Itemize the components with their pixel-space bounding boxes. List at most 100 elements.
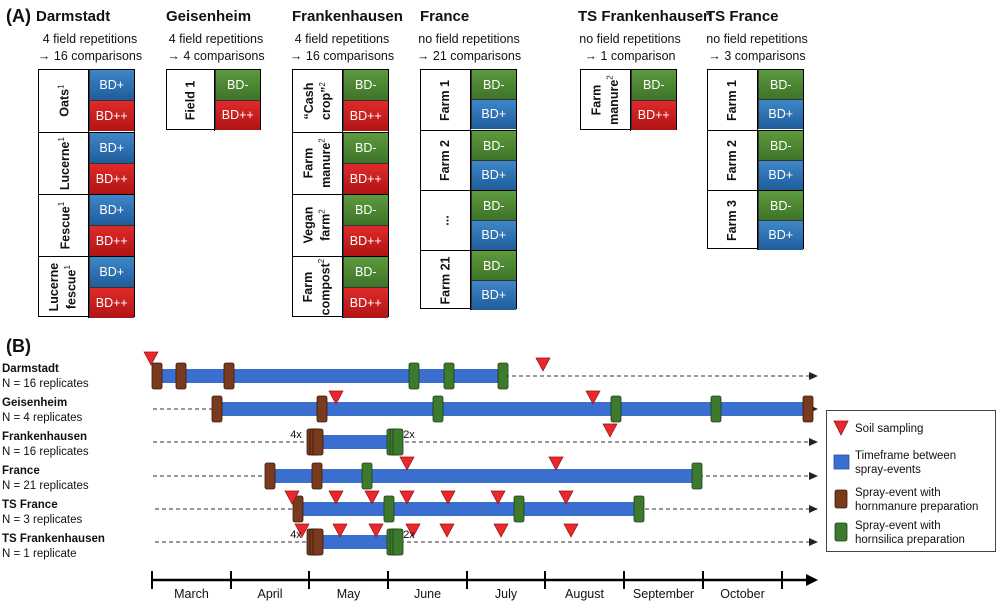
soil-sampling-marker (535, 357, 551, 372)
treatment-cell: BD+ (470, 99, 516, 129)
site-comparisons-darmstadt: → 16 comparisons (37, 49, 143, 63)
panel-a-label: (A) (6, 6, 31, 26)
site-title-ts-france: TS France (706, 8, 779, 25)
spray-multiplier-label: 4x (290, 529, 302, 541)
hornsilica-spray-event (408, 362, 420, 390)
site-repetitions-frankenhausen: 4 field repetitions (294, 32, 390, 46)
hornmanure-spray-event (264, 462, 276, 490)
hornmanure-spray-event (175, 362, 187, 390)
site-name: Darmstadt (2, 363, 59, 375)
month-tick-label: June (414, 587, 441, 601)
design-row: Farm 21 BD- BD+ (421, 250, 516, 310)
treatment-cell: BD- (757, 131, 803, 161)
hornsilica-spray-event (432, 395, 444, 423)
soil-sampling-marker (490, 490, 506, 505)
replicate-count: N = 3 replicates (2, 514, 83, 526)
soil-sampling-marker (493, 523, 509, 538)
month-tick-label: August (565, 587, 604, 601)
design-row: Lucerne fescue1 BD+ BD++ (39, 256, 134, 318)
site-name: TS France (2, 499, 58, 511)
design-row: Vegan farm2 BD- BD++ (293, 194, 388, 256)
month-tick-label: October (720, 587, 764, 601)
hornmanure-spray-event (292, 495, 304, 523)
site-comparisons-geisenheim: → 4 comparisons (167, 49, 265, 63)
treatment-cell: BD- (470, 191, 516, 221)
arrow-head-icon (809, 472, 818, 480)
soil-sampling-marker (328, 390, 344, 405)
soil-sampling-marker (368, 523, 384, 538)
hornsilica-spray-event (392, 528, 404, 556)
site-repetitions-ts-frankenhausen: no field repetitions (579, 32, 681, 46)
treatment-cell: BD++ (214, 99, 260, 130)
panel-a-experimental-designs: (A) Darmstadt 4 field repetitions → 16 com… (6, 6, 808, 318)
hornsilica-spray-event (691, 462, 703, 490)
hornsilica-legend-icon (834, 522, 848, 542)
treatment-cell: BD- (470, 70, 516, 100)
design-grid-france: Farm 1 BD- BD+ Farm 2 BD- BD+... BD- BD+ Farm 21… (420, 69, 517, 310)
hornmanure-spray-event (316, 395, 328, 423)
spray-multiplier-label: 4x (290, 429, 302, 441)
site-title-geisenheim: Geisenheim (166, 8, 252, 25)
soil-sampling-marker (294, 523, 310, 538)
treatment-cell: BD- (342, 257, 388, 288)
hornmanure-spray-event (223, 362, 235, 390)
treatment-cell: BD+ (470, 160, 516, 190)
hornmanure-spray-event (312, 528, 324, 556)
timeline-row-label-ts-frankenhausen: TS Frankenhausen N = 1 replicate (2, 532, 105, 562)
legend-timeframe-1: Timeframe between (855, 450, 957, 462)
hornsilica-spray-event (361, 462, 373, 490)
month-tick-label: May (337, 587, 361, 601)
design-row: Farm 3 BD- BD+ (708, 190, 803, 250)
site-name: France (2, 465, 40, 477)
soil-sampling-marker (602, 423, 618, 438)
replicate-count: N = 16 replicates (2, 378, 89, 390)
hornmanure-spray-event (311, 462, 323, 490)
replicate-count: N = 21 replicates (2, 480, 89, 492)
site-repetitions-geisenheim: 4 field repetitions (168, 32, 264, 46)
site-title-frankenhausen: Frankenhausen (292, 8, 403, 25)
axis-arrow-icon (806, 574, 818, 586)
treatment-cell: BD++ (88, 287, 134, 318)
design-row: Oats1 BD+ BD++ (39, 70, 134, 132)
legend-hornmanure-2: hornmanure preparation (855, 501, 979, 513)
design-grid-darmstadt: Oats1 BD+ BD++ Lucerne1 BD+ BD++ Fescue1 BD+ BD+… (38, 69, 135, 318)
site-name: Frankenhausen (2, 431, 87, 443)
design-row: Farm compost2 BD- BD++ (293, 256, 388, 318)
timeline-row-label-france: France N = 21 replicates (2, 464, 89, 494)
arrow-head-icon (809, 438, 818, 446)
treatment-cell: BD- (214, 70, 260, 100)
design-row: Farm 1 BD- BD+ (708, 70, 803, 130)
design-grid-frankenhausen: “Cash crop”2 BD- BD++ Farm manure2 BD- BD++ Vega… (292, 69, 389, 318)
timeframe-legend-icon (833, 454, 850, 470)
hornmanure-spray-event (802, 395, 814, 423)
treatment-cell: BD++ (342, 163, 388, 194)
replicate-count: N = 4 replicates (2, 412, 83, 424)
treatment-cell: BD- (342, 70, 388, 101)
design-row: Field 1 BD- BD++ (167, 70, 260, 131)
design-row: Farm 2 BD- BD+ (708, 130, 803, 190)
hornsilica-spray-event (443, 362, 455, 390)
site-title-darmstadt: Darmstadt (36, 8, 111, 25)
timeline-row-label-frankenhausen: Frankenhausen N = 16 replicates (2, 430, 89, 460)
timeframe-bar (312, 535, 392, 549)
soil-sampling-marker (328, 490, 344, 505)
site-title-ts-frankenhausen: TS Frankenhausen (578, 8, 713, 25)
treatment-cell: BD- (630, 70, 676, 100)
legend-hornmanure-1: Spray-event with (855, 487, 941, 499)
treatment-cell: BD+ (88, 133, 134, 164)
site-comparisons-france: → 21 comparisons (416, 49, 522, 63)
timeframe-bar (298, 502, 640, 516)
timeline-row-label-geisenheim: Geisenheim N = 4 replicates (2, 396, 82, 426)
treatment-cell: BD+ (88, 70, 134, 101)
site-name: TS Frankenhausen (2, 533, 105, 545)
design-row: ... BD- BD+ (421, 190, 516, 250)
arrow-head-icon (809, 538, 818, 546)
treatment-cell: BD- (757, 70, 803, 100)
soil-sampling-marker (585, 390, 601, 405)
hornmanure-spray-event (312, 428, 324, 456)
design-row: “Cash crop”2 BD- BD++ (293, 70, 388, 132)
design-row: Farm manure2 BD- BD++ (293, 132, 388, 194)
timeframe-bar (270, 469, 697, 483)
hornsilica-spray-event (710, 395, 722, 423)
